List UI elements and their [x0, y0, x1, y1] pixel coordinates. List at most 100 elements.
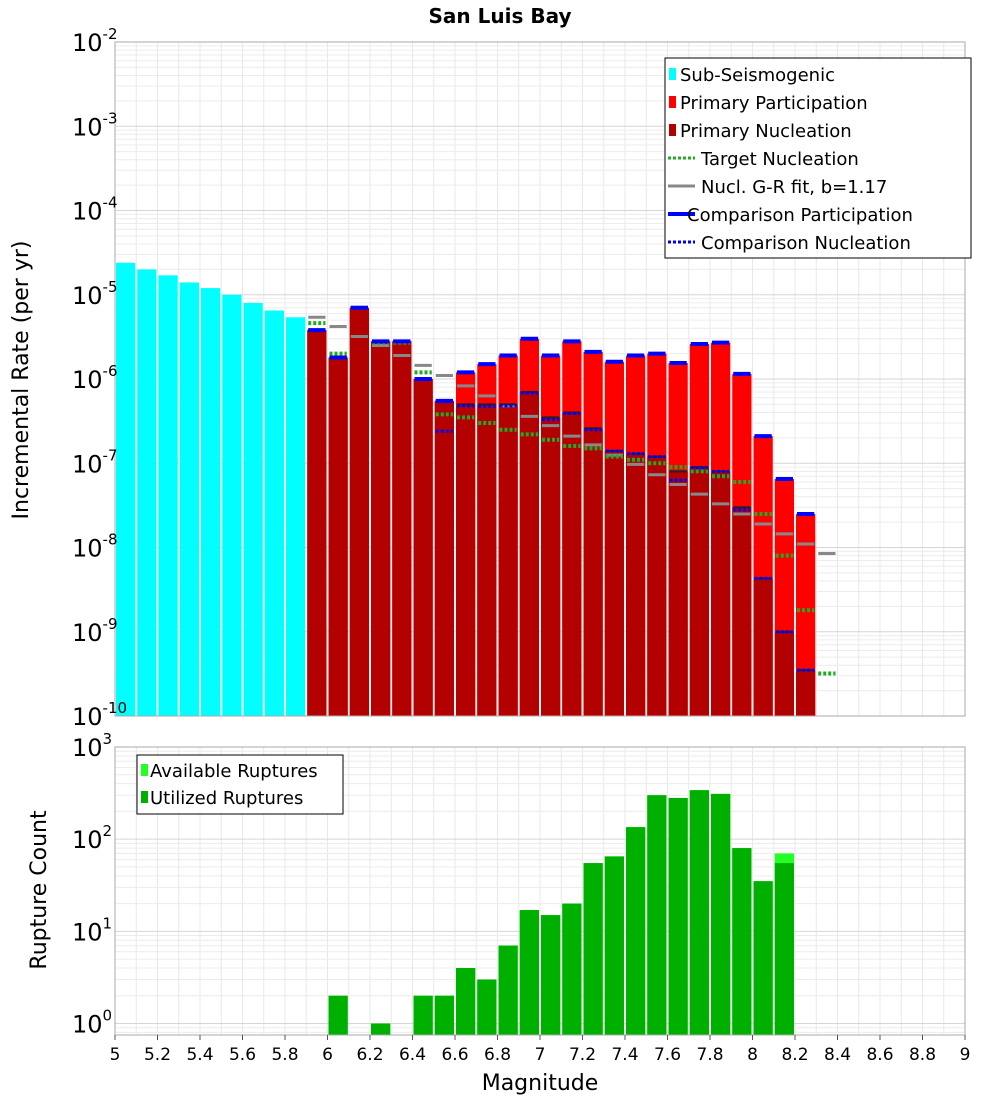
legend-swatch: [141, 764, 148, 776]
primary-nucleation-bar: [732, 507, 752, 716]
top-legend: Sub-Seismogenic Primary Participation Prim…: [664, 57, 972, 259]
top-plot-frame: [114, 41, 966, 717]
primary-nucleation-bar: [753, 578, 773, 716]
x-tick-label: 6: [322, 1045, 333, 1065]
sub-seismogenic-bar: [201, 288, 221, 716]
utilized-ruptures-bar: [541, 915, 561, 1035]
utilized-ruptures-bar: [371, 1023, 391, 1035]
utilized-ruptures-bar: [668, 797, 688, 1035]
bottom-y-ticks: 100 101 102 103: [72, 730, 112, 1038]
utilized-ruptures-bar: [434, 995, 454, 1035]
legend-label: Utilized Ruptures: [150, 788, 303, 809]
sub-seismogenic-bar: [158, 275, 178, 716]
x-tick-label: 5.8: [271, 1045, 298, 1065]
utilized-ruptures-bar: [753, 881, 773, 1035]
primary-nucleation-bar: [604, 450, 624, 716]
y-tick-label: 101: [72, 914, 112, 946]
primary-nucleation-bar: [647, 456, 667, 716]
x-tick-label: 7.8: [696, 1045, 723, 1065]
x-tick-label: 5.6: [229, 1045, 256, 1065]
primary-nucleation-bar: [477, 404, 497, 716]
x-tick-label: 6.4: [399, 1045, 426, 1065]
x-tick-label: 8: [747, 1045, 758, 1065]
sub-seismogenic-bar: [137, 269, 157, 716]
primary-nucleation-bar: [796, 670, 816, 716]
sub-seismogenic-bar: [243, 302, 263, 716]
primary-participation-bar: [796, 513, 816, 716]
utilized-ruptures-bar: [328, 995, 348, 1035]
primary-nucleation-bar: [349, 307, 369, 716]
utilized-ruptures-bar: [689, 790, 709, 1035]
utilized-ruptures-bar: [647, 795, 667, 1035]
legend-label: Comparison Participation: [687, 205, 913, 226]
legend-swatch: [669, 124, 676, 136]
x-tick-label: 5.2: [144, 1045, 171, 1065]
top-y-axis-label: Incremental Rate (per yr): [9, 241, 34, 520]
y-tick-label: 10-2: [72, 25, 118, 57]
primary-nucleation-bar: [541, 417, 561, 716]
x-tick-label: 9: [960, 1045, 971, 1065]
utilized-ruptures-bar: [562, 903, 582, 1035]
sub-seismogenic-bar: [116, 262, 136, 716]
x-tick-label: 7.2: [569, 1045, 596, 1065]
y-tick-label: 10-6: [72, 362, 118, 394]
top-y-ticks: 10-10 10-9 10-8 10-7 10-6 10-5 10-4 10-3 10-2: [72, 25, 127, 731]
legend-label: Comparison Nucleation: [701, 233, 911, 254]
primary-nucleation-bar: [498, 404, 518, 716]
x-tick-label: 5: [110, 1045, 121, 1065]
y-tick-label: 10-10: [72, 699, 127, 731]
utilized-ruptures-bar: [604, 856, 624, 1035]
x-tick-label: 6.2: [356, 1045, 383, 1065]
x-tick-label: 8.8: [909, 1045, 936, 1065]
x-ticks: 5 5.2 5.4 5.6 5.8 6 6.2 6.4 6.6 6.8 7 7.2 7.4 7.6 7.8 8…: [110, 1035, 971, 1065]
bottom-legend: Available Ruptures Utilized Ruptures: [136, 754, 344, 815]
y-tick-label: 10-3: [72, 109, 118, 141]
utilized-ruptures-bar: [456, 967, 476, 1035]
legend-label: Primary Participation: [680, 93, 868, 114]
primary-nucleation-bar: [371, 341, 391, 716]
utilized-ruptures-bar: [498, 945, 518, 1035]
utilized-ruptures-bar: [477, 979, 497, 1035]
legend-label: Available Ruptures: [150, 761, 318, 782]
primary-nucleation-bar: [307, 330, 327, 716]
x-tick-label: 8.2: [781, 1045, 808, 1065]
chart-title: San Luis Bay: [429, 4, 572, 28]
primary-nucleation-bar: [519, 392, 539, 716]
utilized-ruptures-bar: [774, 863, 794, 1035]
legend-swatch: [669, 68, 676, 80]
x-axis-label: Magnitude: [482, 1071, 599, 1096]
primary-nucleation-bar: [711, 471, 731, 716]
utilized-ruptures-bar: [626, 827, 646, 1035]
utilized-ruptures-bar: [732, 848, 752, 1035]
legend-swatch: [669, 96, 676, 108]
primary-nucleation-bar: [562, 412, 582, 716]
y-tick-label: 10-8: [72, 531, 118, 563]
x-tick-label: 6.8: [484, 1045, 511, 1065]
legend-label: Sub-Seismogenic: [680, 65, 835, 86]
x-tick-label: 7.4: [611, 1045, 638, 1065]
primary-nucleation-bar: [689, 467, 709, 716]
primary-nucleation-bar: [456, 404, 476, 716]
utilized-ruptures-bar: [711, 793, 731, 1035]
legend-label: Primary Nucleation: [680, 121, 852, 142]
utilized-ruptures-bar: [519, 910, 539, 1035]
x-tick-label: 8.4: [824, 1045, 851, 1065]
legend-box: [664, 57, 972, 259]
x-tick-label: 7.6: [654, 1045, 681, 1065]
top-plot-lines: [308, 305, 836, 676]
y-tick-label: 10-4: [72, 194, 118, 226]
top-plot-bars: [116, 262, 816, 716]
primary-nucleation-bar: [583, 428, 603, 716]
legend-label: Nucl. G-R fit, b=1.17: [701, 177, 887, 198]
primary-nucleation-bar: [668, 471, 688, 716]
legend-swatch: [141, 791, 148, 803]
utilized-ruptures-bar: [583, 863, 603, 1035]
y-tick-label: 102: [72, 822, 112, 854]
primary-nucleation-bar: [774, 631, 794, 716]
sub-seismogenic-bar: [286, 317, 306, 716]
primary-nucleation-bar: [626, 453, 646, 716]
sub-seismogenic-bar: [264, 310, 284, 716]
primary-nucleation-bar: [328, 357, 348, 716]
primary-nucleation-bar: [413, 379, 433, 716]
